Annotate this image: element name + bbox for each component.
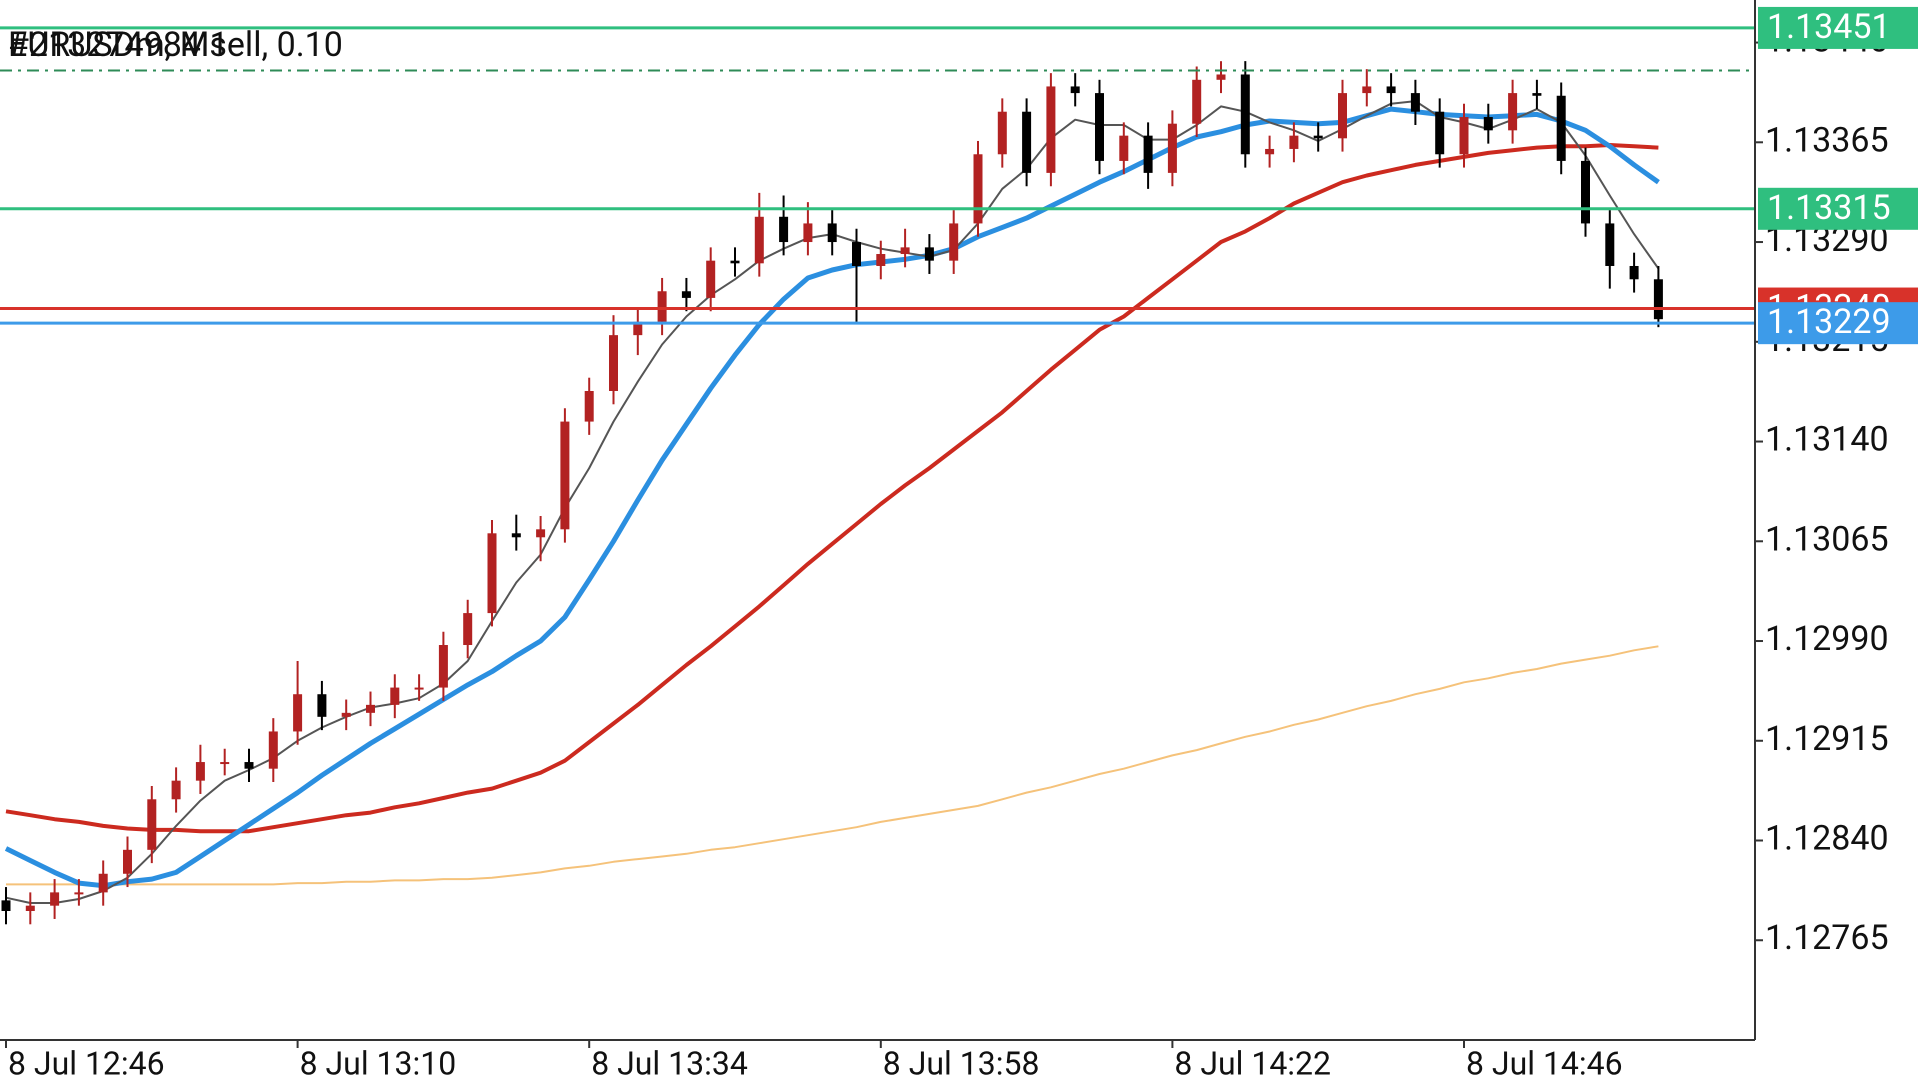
candle-body bbox=[949, 223, 959, 261]
candle-body bbox=[1605, 223, 1615, 266]
candle-body bbox=[997, 111, 1007, 155]
candle-body bbox=[924, 247, 934, 261]
candle-body bbox=[1046, 86, 1056, 173]
x-tick-label: 8 Jul 14:46 bbox=[1466, 1044, 1623, 1080]
candle-body bbox=[1289, 135, 1299, 149]
candle-body bbox=[754, 216, 764, 264]
candles bbox=[1, 61, 1663, 925]
x-tick-label: 8 Jul 14:22 bbox=[1174, 1044, 1331, 1080]
candle-body bbox=[1265, 148, 1275, 155]
candle-body bbox=[74, 892, 84, 895]
candle-body bbox=[1022, 111, 1032, 173]
y-tick-label: 1.12765 bbox=[1765, 918, 1889, 958]
candle-body bbox=[171, 780, 181, 800]
candle-body bbox=[1313, 135, 1323, 139]
candle-body bbox=[1119, 135, 1129, 161]
candle-body bbox=[1, 900, 11, 911]
candle-body bbox=[1581, 160, 1590, 224]
candle-body bbox=[1629, 265, 1639, 280]
candle-body bbox=[244, 762, 254, 769]
candle-body bbox=[681, 291, 691, 298]
candle-body bbox=[1459, 117, 1469, 155]
candle-body bbox=[803, 223, 813, 243]
candle-body bbox=[1362, 86, 1372, 94]
candle-body bbox=[98, 873, 108, 893]
candle-body bbox=[438, 645, 448, 688]
price-tag bbox=[1758, 6, 1918, 49]
candle-body bbox=[584, 390, 594, 422]
candle-body bbox=[1556, 95, 1566, 161]
candle-body bbox=[633, 321, 643, 336]
candle-body bbox=[1070, 86, 1080, 94]
candle-body bbox=[341, 712, 351, 717]
candle-body bbox=[1410, 93, 1420, 112]
candle-body bbox=[1653, 279, 1663, 320]
x-tick-label: 8 Jul 13:58 bbox=[883, 1044, 1040, 1080]
candle-body bbox=[123, 849, 132, 874]
candle-body bbox=[1483, 117, 1493, 131]
candle-body bbox=[317, 694, 327, 717]
candle-body bbox=[463, 613, 473, 646]
candle-body bbox=[487, 533, 497, 614]
candle-body bbox=[390, 687, 400, 705]
candle-body bbox=[147, 799, 157, 850]
price-tag bbox=[1758, 302, 1918, 345]
y-tick-label: 1.13065 bbox=[1765, 519, 1889, 559]
candle-body bbox=[25, 905, 35, 911]
candle-body bbox=[1435, 111, 1445, 155]
price-tag-label: 1.13229 bbox=[1767, 302, 1891, 342]
candle-body bbox=[973, 154, 983, 224]
candle-body bbox=[609, 335, 618, 391]
symbol-title: EURUSDm, M1 bbox=[8, 25, 229, 65]
candle-body bbox=[1508, 93, 1518, 131]
ticks: 1.12765 1.12840 1.12915 1.12990 1.13065 1.131… bbox=[5, 21, 1889, 1080]
candle-body bbox=[50, 892, 60, 906]
candle-body bbox=[1386, 86, 1396, 94]
candle-body bbox=[657, 291, 667, 322]
candle-body bbox=[1095, 93, 1104, 161]
x-tick-label: 8 Jul 13:10 bbox=[300, 1044, 457, 1080]
y-tick-label: 1.13365 bbox=[1765, 120, 1889, 160]
y-tick-label: 1.12990 bbox=[1765, 619, 1889, 659]
candle-body bbox=[706, 260, 716, 298]
candle-body bbox=[1532, 93, 1542, 96]
moving-average bbox=[5, 143, 1659, 834]
candle-body bbox=[268, 731, 278, 769]
candle-body bbox=[1143, 135, 1153, 173]
candle-body bbox=[900, 247, 910, 255]
candle-body bbox=[1216, 74, 1226, 80]
x-tick-label: 8 Jul 12:46 bbox=[8, 1044, 165, 1080]
price-tag bbox=[1758, 187, 1918, 230]
candle-body bbox=[366, 704, 375, 713]
candle-body bbox=[195, 762, 205, 781]
price-tag-label: 1.13315 bbox=[1767, 188, 1891, 228]
candle-body bbox=[1240, 74, 1250, 155]
candle-body bbox=[536, 529, 546, 538]
candle-body bbox=[220, 762, 230, 765]
candle-body bbox=[414, 687, 424, 690]
y-tick-label: 1.13140 bbox=[1765, 420, 1889, 460]
candle-body bbox=[827, 223, 837, 243]
candle-body bbox=[1167, 123, 1177, 173]
moving-average bbox=[6, 645, 1659, 886]
candle-body bbox=[511, 533, 521, 538]
candle-body bbox=[293, 694, 303, 732]
y-tick-label: 1.12840 bbox=[1765, 818, 1889, 858]
candle-body bbox=[730, 260, 740, 264]
x-tick-label: 8 Jul 13:34 bbox=[591, 1044, 748, 1080]
price-tag-label: 1.13451 bbox=[1767, 7, 1891, 47]
order-label: #213274984 sell, 0.10 bbox=[8, 25, 343, 65]
candle-body bbox=[852, 242, 861, 266]
candle-body bbox=[779, 216, 789, 243]
candle-body bbox=[876, 254, 886, 266]
candle-body bbox=[560, 421, 570, 530]
moving-average bbox=[4, 106, 1660, 889]
y-tick-label: 1.12915 bbox=[1765, 719, 1889, 759]
candle-body bbox=[1338, 93, 1347, 139]
candle-body bbox=[1192, 79, 1202, 124]
